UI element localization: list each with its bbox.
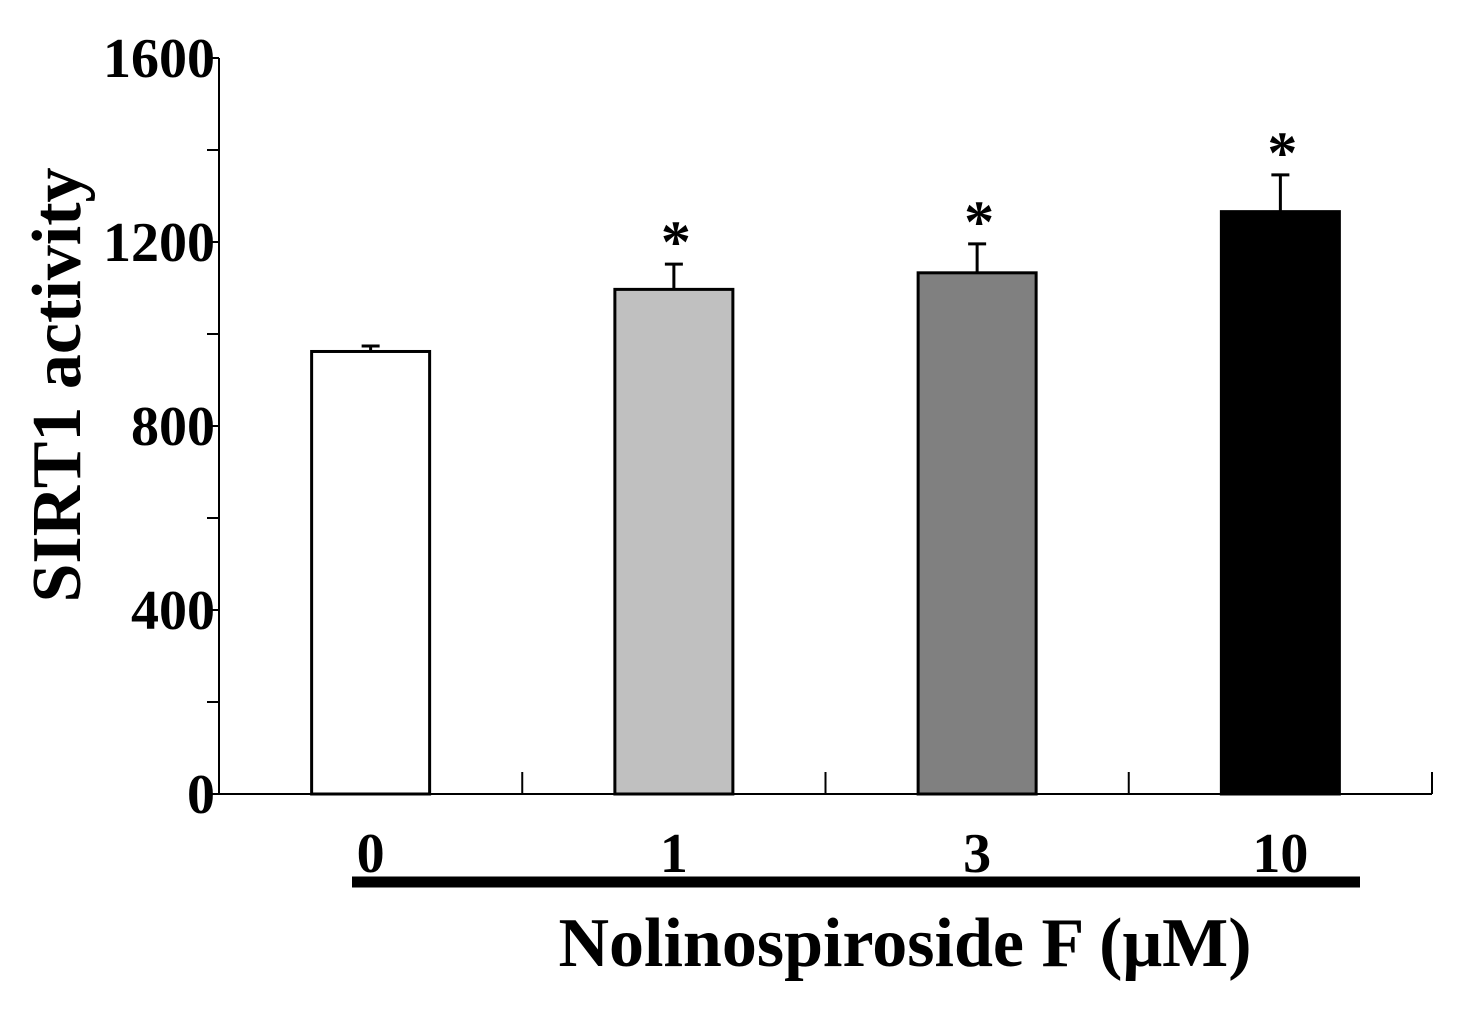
bar-10 <box>1219 210 1341 796</box>
x-tick-labels: 0 1 3 10 <box>357 823 1309 885</box>
bar-1 <box>613 287 735 796</box>
y-tick-label: 800 <box>131 396 215 458</box>
y-axis-ticks: 0 400 800 1200 1600 <box>103 28 219 826</box>
significance-marker: * <box>1267 120 1297 186</box>
x-axis-ticks <box>521 772 1433 794</box>
x-axis-title: Nolinospiroside F (μM) <box>558 905 1251 982</box>
y-tick-label: 1200 <box>103 212 215 274</box>
x-tick-label: 0 <box>357 823 385 885</box>
significance-marker: * <box>661 209 691 275</box>
bar-3 <box>916 271 1038 796</box>
significance-marker: * <box>964 189 994 255</box>
bar-0 <box>310 349 432 796</box>
x-tick-label: 10 <box>1252 823 1308 885</box>
y-tick-label: 400 <box>131 580 215 642</box>
x-tick-label: 1 <box>660 823 688 885</box>
y-axis-title: SIRT1 activity <box>19 167 96 602</box>
bars-group: * * * <box>310 120 1341 796</box>
y-tick-label: 1600 <box>103 28 215 90</box>
y-tick-label: 0 <box>187 764 215 826</box>
x-tick-label: 3 <box>963 823 991 885</box>
